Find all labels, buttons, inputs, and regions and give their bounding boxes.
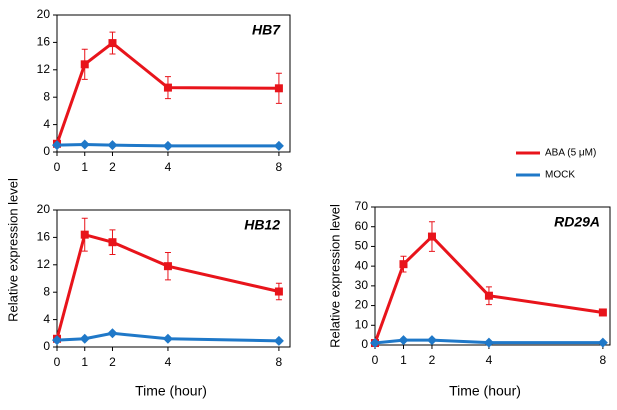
y-tick-label: 20 <box>37 7 51 21</box>
marker <box>108 238 117 247</box>
x-tick-label: 0 <box>54 160 61 174</box>
x-tick-label: 0 <box>372 353 379 367</box>
x-tick-label: 8 <box>600 353 607 367</box>
marker <box>107 328 118 339</box>
y-axis-label: Relative expression level <box>5 178 20 322</box>
legend-label: MOCK <box>545 170 575 181</box>
series-line <box>55 232 280 340</box>
marker <box>597 337 608 348</box>
marker <box>274 287 283 296</box>
x-tick-label: 4 <box>486 353 493 367</box>
marker <box>399 260 408 269</box>
y-axis-label: Relative expression level <box>327 204 342 348</box>
marker <box>79 139 90 150</box>
marker <box>162 333 173 344</box>
y-tick-label: 50 <box>355 239 369 253</box>
y-tick-label: 30 <box>355 278 369 292</box>
marker <box>483 337 494 348</box>
x-tick-label: 4 <box>165 160 172 174</box>
legend-label: ABA (5 μM) <box>545 148 596 159</box>
marker <box>80 60 89 69</box>
x-tick-label: 1 <box>81 160 88 174</box>
marker <box>274 84 283 93</box>
x-tick-label: 2 <box>109 160 116 174</box>
marker <box>108 39 117 48</box>
marker <box>79 333 90 344</box>
y-tick-label: 0 <box>43 339 50 353</box>
marker <box>273 335 284 346</box>
x-tick-label: 8 <box>276 355 283 369</box>
y-tick-label: 0 <box>361 337 368 351</box>
chart-title: RD29A <box>554 214 600 230</box>
y-tick-label: 20 <box>355 298 369 312</box>
x-tick-label: 2 <box>429 353 436 367</box>
chart-title: HB7 <box>252 22 281 38</box>
y-tick-label: 8 <box>43 89 50 103</box>
marker <box>52 140 62 151</box>
y-tick-label: 20 <box>37 202 51 216</box>
marker <box>273 140 284 151</box>
plot-frame <box>56 14 291 153</box>
x-tick-label: 2 <box>109 355 116 369</box>
marker <box>484 291 493 300</box>
y-tick-label: 12 <box>37 257 51 271</box>
y-tick-label: 40 <box>355 258 369 272</box>
y-tick-label: 8 <box>43 284 50 298</box>
marker <box>426 335 437 346</box>
marker <box>107 140 118 151</box>
marker <box>427 232 436 241</box>
x-tick-label: 4 <box>165 355 172 369</box>
marker <box>163 83 172 92</box>
y-tick-label: 10 <box>355 317 369 331</box>
x-axis-label: Time (hour) <box>449 383 521 399</box>
plot-frame <box>374 206 611 346</box>
y-tick-label: 12 <box>37 62 51 76</box>
y-tick-label: 4 <box>43 312 50 326</box>
y-tick-label: 60 <box>355 219 369 233</box>
x-tick-label: 1 <box>400 353 407 367</box>
x-tick-label: 8 <box>276 160 283 174</box>
marker <box>163 262 172 271</box>
x-axis-label: Time (hour) <box>135 383 207 399</box>
marker <box>370 338 380 349</box>
marker <box>52 335 62 346</box>
y-tick-label: 4 <box>43 117 50 131</box>
y-tick-label: 16 <box>37 35 51 49</box>
plot-frame <box>56 209 291 348</box>
x-tick-label: 1 <box>81 355 88 369</box>
marker <box>162 140 173 151</box>
chart-title: HB12 <box>244 217 280 233</box>
marker <box>398 335 409 346</box>
y-tick-label: 16 <box>37 230 51 244</box>
y-tick-label: 70 <box>355 199 369 213</box>
y-tick-label: 0 <box>43 144 50 158</box>
x-tick-label: 0 <box>54 355 61 369</box>
marker <box>598 308 607 317</box>
marker <box>80 230 89 239</box>
